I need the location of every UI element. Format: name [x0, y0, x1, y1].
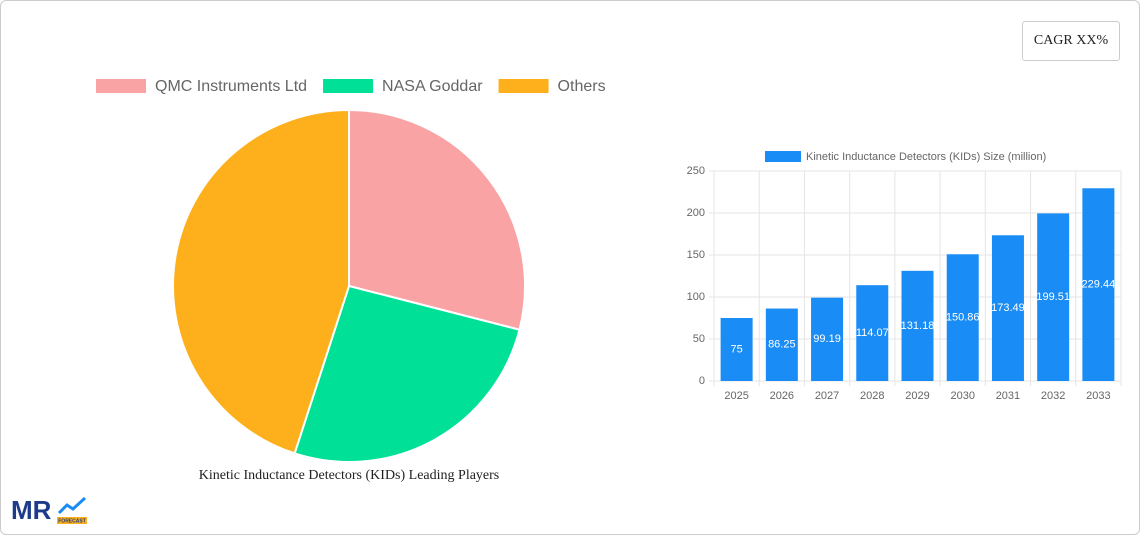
legend-label: Others [558, 78, 606, 95]
data-label: 199.51 [1036, 291, 1070, 303]
legend-label: Kinetic Inductance Detectors (KIDs) Size… [806, 151, 1046, 163]
cagr-button[interactable]: CAGR XX% [1022, 21, 1120, 61]
pie-slice [293, 284, 521, 463]
bar [901, 270, 934, 381]
x-tick-label: 2028 [860, 390, 884, 402]
bar [1037, 213, 1070, 381]
logo: MR FORECAST [11, 495, 87, 525]
data-label: 229.44 [1082, 279, 1116, 291]
data-label: 131.18 [901, 320, 935, 332]
legend-label: NASA Goddar [382, 78, 483, 95]
x-tick-label: 2031 [996, 390, 1020, 402]
logo-arrow [57, 496, 87, 515]
y-tick-label: 50 [693, 333, 705, 345]
pie-title: Kinetic Inductance Detectors (KIDs) Lead… [199, 468, 500, 483]
data-label: 86.25 [768, 339, 796, 351]
data-label: 75 [730, 343, 742, 355]
legend-swatch [323, 79, 374, 93]
y-tick-label: 100 [687, 291, 705, 303]
legend-swatch [96, 79, 146, 93]
y-tick-label: 0 [699, 375, 705, 387]
data-label: 173.49 [991, 302, 1025, 314]
x-tick-label: 2032 [1041, 390, 1065, 402]
bar [720, 318, 753, 381]
bar [1082, 188, 1115, 381]
bar [765, 308, 798, 381]
bar [811, 297, 844, 381]
bar [856, 285, 889, 381]
x-tick-label: 2025 [724, 390, 748, 402]
x-tick-label: 2029 [905, 390, 929, 402]
pie-slice [348, 108, 526, 331]
y-tick-label: 200 [687, 207, 705, 219]
logo-text: MR [11, 495, 52, 525]
bar [946, 254, 979, 381]
data-label: 114.07 [856, 327, 889, 339]
bar [991, 235, 1024, 381]
legend-label: QMC Instruments Ltd [155, 78, 307, 95]
x-tick-label: 2026 [770, 390, 794, 402]
x-tick-label: 2030 [950, 390, 974, 402]
data-label: 150.86 [946, 312, 980, 324]
logo-sub: FORECAST [58, 518, 86, 524]
logo-band [57, 517, 87, 524]
pie-slice [172, 108, 350, 455]
y-tick-label: 150 [687, 249, 705, 261]
x-tick-label: 2027 [815, 390, 839, 402]
y-tick-label: 250 [687, 165, 705, 177]
data-label: 99.19 [813, 333, 841, 345]
x-tick-label: 2033 [1086, 390, 1110, 402]
legend-swatch [498, 79, 549, 93]
legend-swatch [765, 151, 801, 162]
